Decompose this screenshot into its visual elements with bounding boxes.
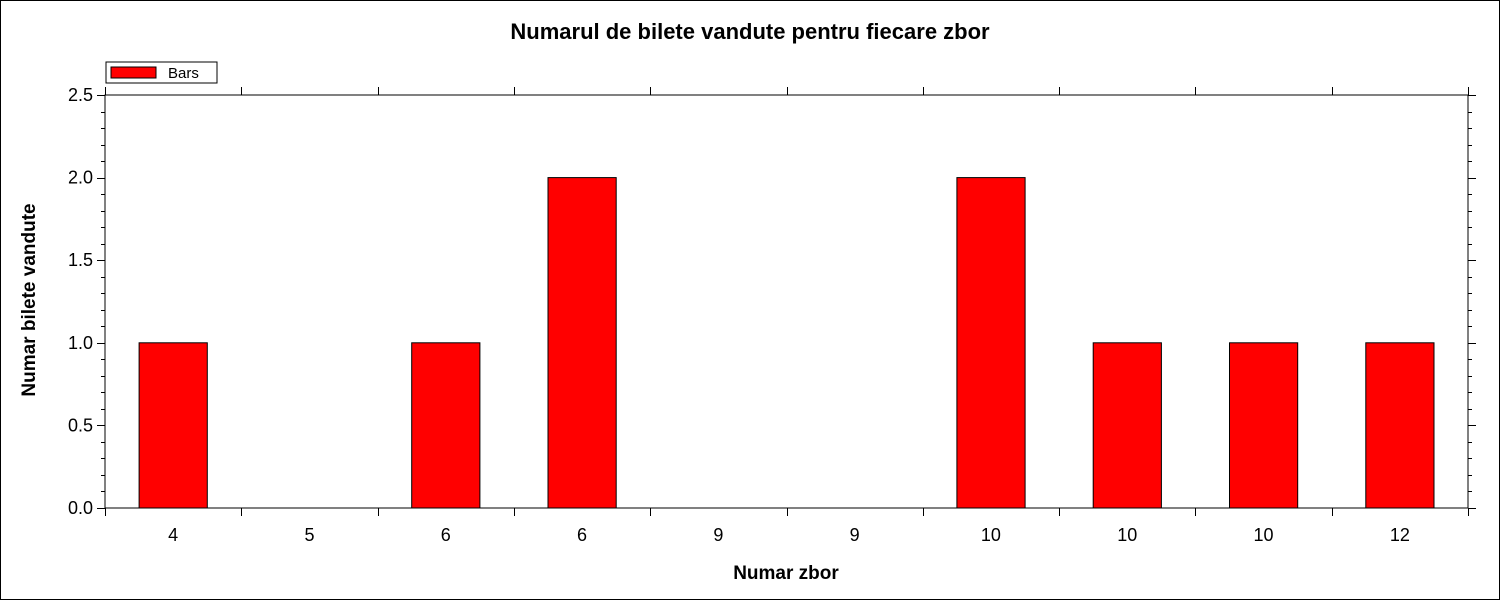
x-tick-label: 12 (1390, 525, 1410, 545)
legend: Bars (105, 61, 218, 84)
x-tick-label: 9 (713, 525, 723, 545)
bar (138, 342, 208, 509)
y-tick-label: 1.5 (68, 250, 93, 270)
chart-title: Numarul de bilete vandute pentru fiecare… (510, 19, 990, 44)
x-tick-label: 5 (304, 525, 314, 545)
bar (1229, 342, 1299, 509)
x-tick-label: 9 (850, 525, 860, 545)
plot-area: 0.0 0.5 1.0 1.5 2.0 2.5 4 5 6 6 9 9 10 10 10 12 (68, 85, 1476, 545)
y-tick-label: 0.5 (68, 415, 93, 435)
x-tick-label: 4 (168, 525, 178, 545)
y-axis-title: Numar bilete vandute (19, 203, 40, 396)
x-tick-label: 6 (441, 525, 451, 545)
x-axis-title: Numar zbor (733, 563, 839, 584)
x-tick-label: 6 (577, 525, 587, 545)
bar (1365, 342, 1435, 509)
y-tick-label: 1.0 (68, 333, 93, 353)
bar (547, 177, 617, 509)
y-tick-label: 2.5 (68, 85, 93, 105)
y-tick-label: 2.0 (68, 168, 93, 188)
bar (411, 342, 481, 509)
bar (956, 177, 1026, 509)
bar (1092, 342, 1162, 509)
x-tick-label: 10 (1117, 525, 1137, 545)
legend-label: Bars (168, 65, 199, 82)
plot-border (104, 94, 1469, 509)
y-tick-label: 0.0 (68, 498, 93, 518)
x-tick-label: 10 (981, 525, 1001, 545)
x-tick-label: 10 (1254, 525, 1274, 545)
legend-swatch (110, 66, 157, 79)
